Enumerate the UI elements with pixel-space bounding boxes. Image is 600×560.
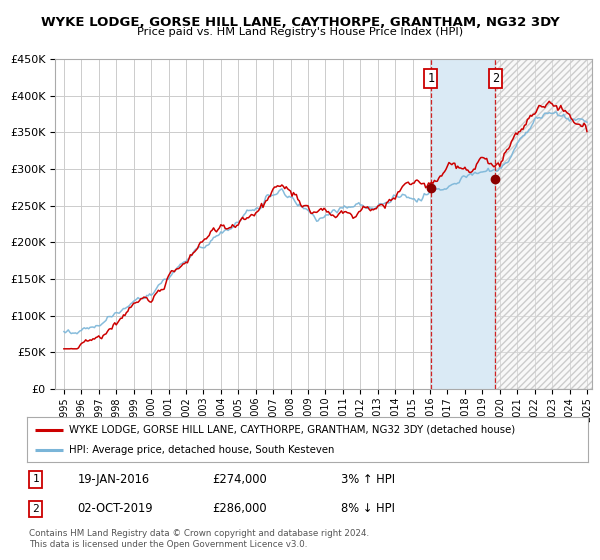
Bar bbox=[431, 59, 496, 389]
Text: £286,000: £286,000 bbox=[212, 502, 267, 515]
Text: WYKE LODGE, GORSE HILL LANE, CAYTHORPE, GRANTHAM, NG32 3DY (detached house): WYKE LODGE, GORSE HILL LANE, CAYTHORPE, … bbox=[69, 424, 515, 435]
Text: 1: 1 bbox=[427, 72, 434, 85]
Text: £274,000: £274,000 bbox=[212, 473, 267, 486]
Text: 19-JAN-2016: 19-JAN-2016 bbox=[77, 473, 149, 486]
Text: WYKE LODGE, GORSE HILL LANE, CAYTHORPE, GRANTHAM, NG32 3DY: WYKE LODGE, GORSE HILL LANE, CAYTHORPE, … bbox=[41, 16, 559, 29]
Text: Price paid vs. HM Land Registry's House Price Index (HPI): Price paid vs. HM Land Registry's House … bbox=[137, 27, 463, 37]
Text: 2: 2 bbox=[32, 504, 40, 514]
Bar bbox=[496, 59, 596, 389]
Text: 1: 1 bbox=[32, 474, 40, 484]
Text: 02-OCT-2019: 02-OCT-2019 bbox=[77, 502, 153, 515]
Text: HPI: Average price, detached house, South Kesteven: HPI: Average price, detached house, Sout… bbox=[69, 445, 334, 455]
Text: 2: 2 bbox=[492, 72, 499, 85]
Text: 8% ↓ HPI: 8% ↓ HPI bbox=[341, 502, 395, 515]
Text: 3% ↑ HPI: 3% ↑ HPI bbox=[341, 473, 395, 486]
Text: Contains HM Land Registry data © Crown copyright and database right 2024.
This d: Contains HM Land Registry data © Crown c… bbox=[29, 529, 369, 549]
Bar bbox=[496, 59, 596, 389]
